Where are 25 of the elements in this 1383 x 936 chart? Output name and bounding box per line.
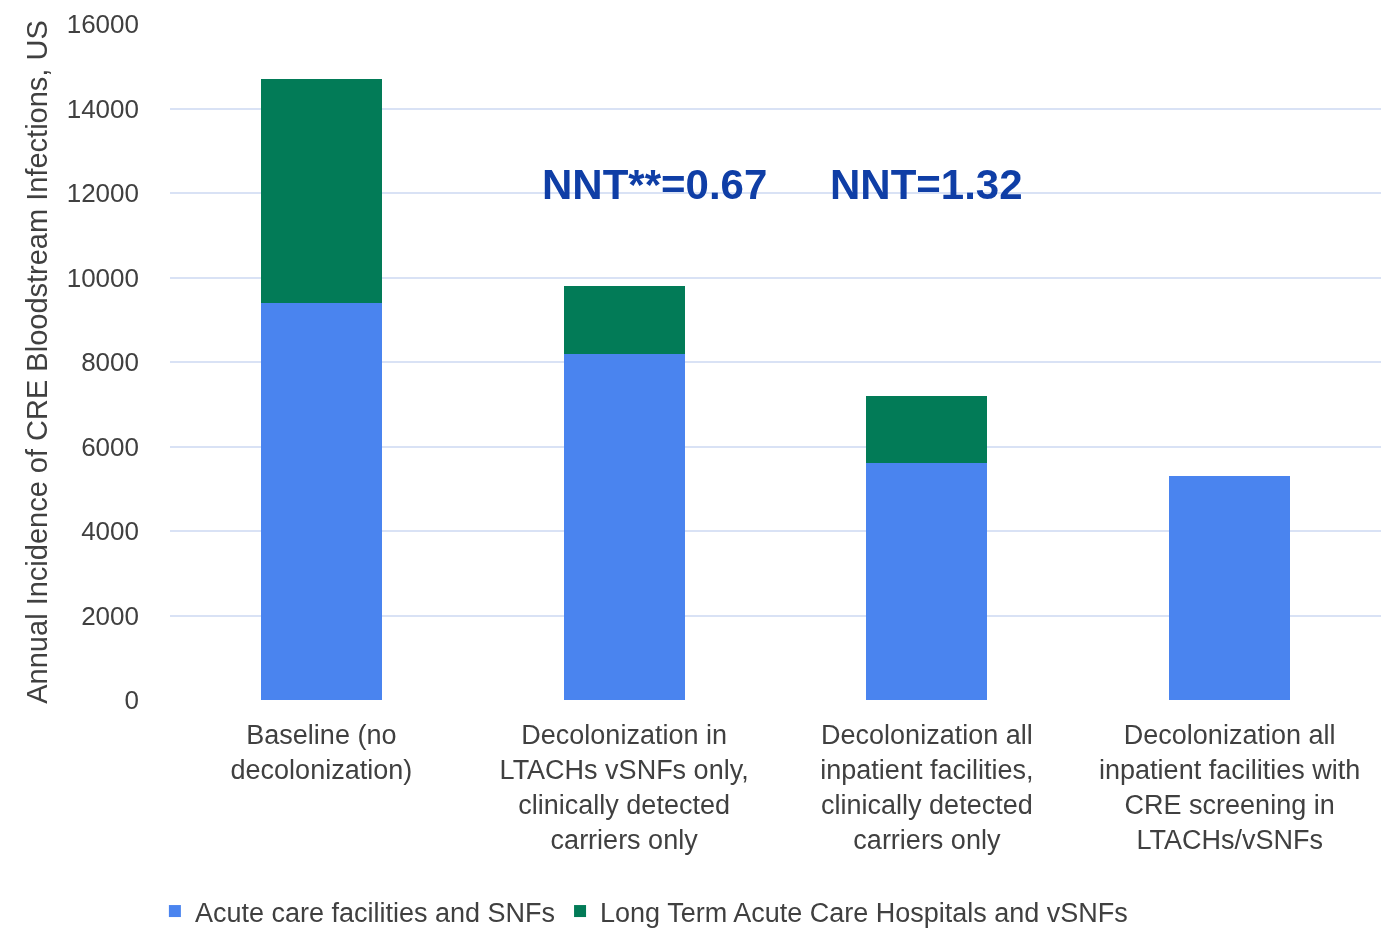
bar: [1169, 476, 1291, 700]
x-tick-label: Decolonization in LTACHs vSNFs only, clinically detected carriers only: [499, 720, 749, 856]
legend-label: Long Term Acute Care Hospitals and vSNFs: [600, 897, 1128, 928]
legend-label: Acute care facilities and SNFs: [194, 897, 556, 928]
bar: [866, 395, 988, 464]
x-tick-label: Decolonization all inpatient facilities with CRE screening in LTACHs/vSNFs: [1099, 720, 1361, 856]
bar: [563, 353, 685, 700]
x-tick-label: Decolonization all inpatient facilities, clinically detected carriers only: [820, 720, 1034, 856]
y-tick-label: 16000: [66, 9, 139, 40]
bar: [563, 285, 685, 354]
annotation: NNT**=0.67: [542, 161, 768, 208]
y-tick-label: 14000: [66, 93, 139, 124]
bar: [260, 78, 382, 303]
bar: [260, 302, 382, 700]
y-tick-label: 12000: [66, 178, 139, 209]
y-tick-label: 2000: [81, 600, 139, 631]
y-axis-title: Annual Incidence of CRE Bloodstream Infections, US: [21, 20, 54, 704]
x-tick-label: Baseline (no decolonization): [230, 720, 413, 786]
bar: [866, 463, 988, 700]
y-tick-label: 10000: [66, 262, 139, 293]
y-tick-label: 6000: [81, 431, 139, 462]
y-tick-label: 8000: [81, 347, 139, 378]
y-tick-label: 4000: [81, 516, 139, 547]
y-tick-label: 0: [124, 685, 139, 716]
annotation: NNT=1.32: [830, 161, 1023, 208]
